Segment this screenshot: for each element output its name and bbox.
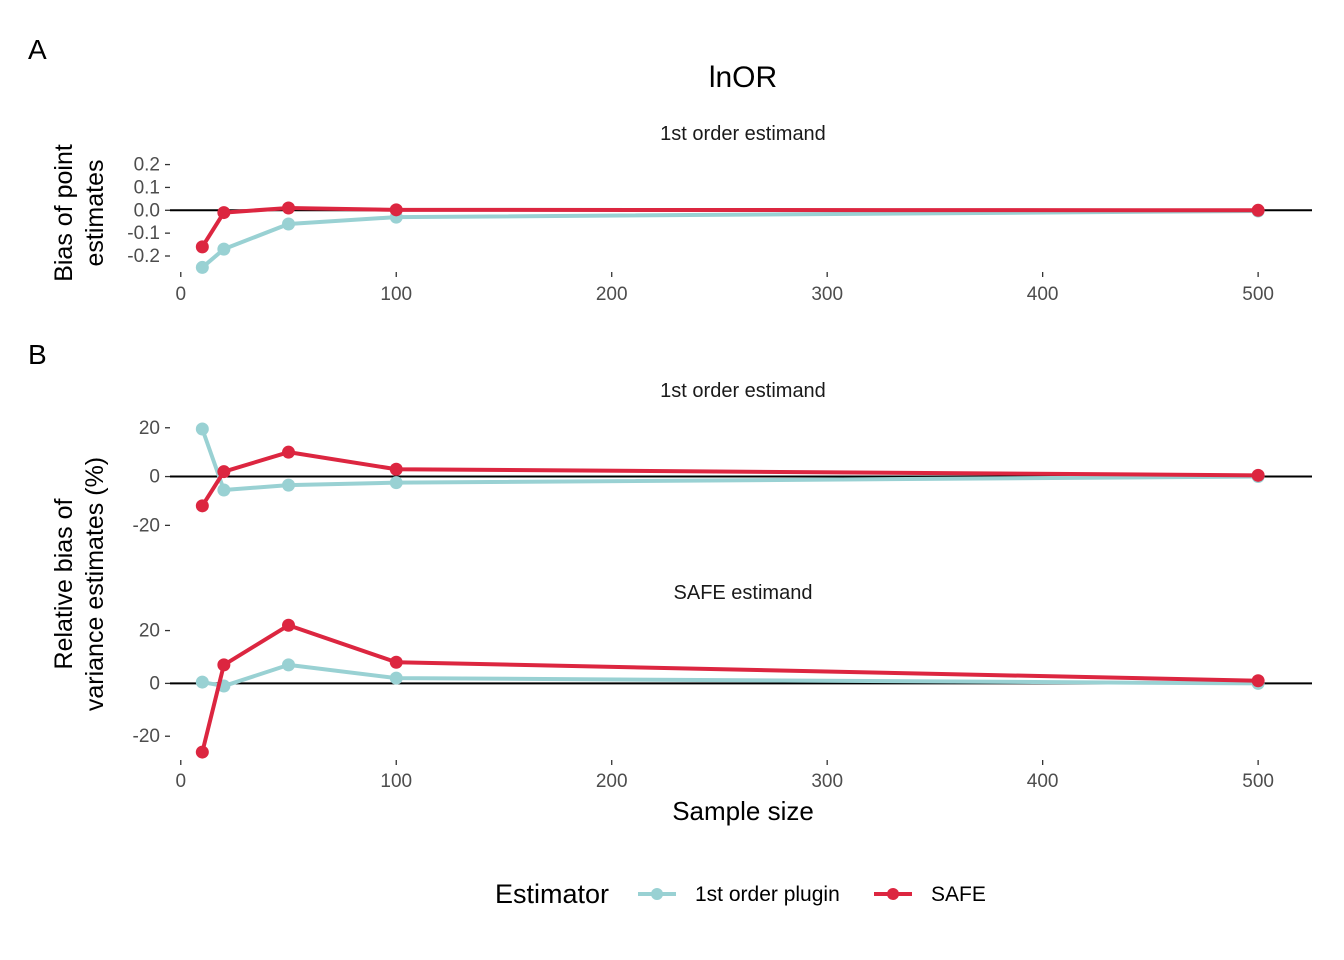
facet-title-b1: 1st order estimand: [660, 380, 826, 402]
data-point-safe: [217, 206, 231, 220]
chart-title: lnOR: [709, 61, 777, 94]
data-point-safe: [1251, 203, 1265, 217]
y-axis-title-b: Relative bias of variance estimates (%): [50, 457, 109, 711]
data-point-safe: [282, 445, 296, 459]
panel-label-a: A: [28, 34, 47, 65]
data-point-safe: [1251, 674, 1265, 688]
x-tick-label: 200: [596, 284, 628, 305]
y-tick-label: 0.0: [134, 200, 160, 221]
facet-title-b2: SAFE estimand: [674, 582, 813, 604]
data-point-safe: [1251, 468, 1265, 482]
y-tick-label: 0: [149, 467, 160, 488]
panel-b-safe-plot: 200-200 100 200 300 400 500: [133, 618, 1312, 792]
x-tick-label: 200: [596, 771, 628, 792]
data-point-plugin: [195, 675, 209, 689]
y-axis-title-b-line1: Relative bias of: [50, 498, 78, 669]
x-tick-label: 500: [1242, 284, 1274, 305]
legend-swatch-safe-dot: [887, 888, 899, 900]
data-point-plugin: [217, 242, 231, 256]
y-tick-label: 20: [139, 621, 160, 642]
y-tick-label: -20: [133, 515, 160, 536]
y-tick-label: -0.1: [127, 223, 160, 244]
panel-b-first-order-plot: 20 0 -20: [133, 418, 1312, 536]
x-axis-title: Sample size: [672, 796, 814, 826]
data-point-safe: [389, 203, 403, 217]
data-point-plugin: [282, 217, 296, 231]
data-point-plugin: [217, 483, 231, 497]
legend-label-plugin: 1st order plugin: [695, 883, 840, 906]
x-tick-label: 0: [175, 771, 186, 792]
x-tick-label: 400: [1027, 284, 1059, 305]
panel-label-b: B: [28, 339, 47, 370]
legend-title: Estimator: [495, 879, 609, 909]
data-point-safe: [282, 201, 296, 215]
y-axis-title-a: Bias of point estimates: [50, 144, 109, 282]
series-line-plugin: [200, 428, 1259, 492]
y-axis-title-b-line2: variance estimates (%): [81, 457, 109, 711]
data-point-plugin: [195, 422, 209, 436]
data-point-plugin: [389, 671, 403, 685]
x-tick-label: 500: [1242, 771, 1274, 792]
x-tick-label: 100: [380, 284, 412, 305]
panel-a-plot: 0.20.10.0-0.1-0.2 0 100 200 300 400 500: [127, 155, 1312, 305]
x-tick-label: 300: [811, 771, 843, 792]
y-tick-label: 0: [149, 673, 160, 694]
y-axis-title-a-line1: Bias of point: [50, 144, 78, 282]
data-point-safe: [195, 745, 209, 759]
facet-title-a: 1st order estimand: [660, 123, 826, 145]
x-tick-label: 400: [1027, 771, 1059, 792]
series-line-plugin: [201, 208, 1259, 269]
x-tick-label: 100: [380, 771, 412, 792]
x-tick-label: 300: [811, 284, 843, 305]
y-tick-label: 0.2: [134, 155, 160, 176]
legend: Estimator 1st order plugin SAFE: [495, 879, 986, 909]
y-axis-title-a-line2: estimates: [81, 160, 109, 267]
data-point-safe: [195, 240, 209, 254]
data-point-plugin: [195, 260, 209, 274]
x-tick-label: 0: [175, 284, 186, 305]
data-point-safe: [217, 658, 231, 672]
data-point-safe: [389, 462, 403, 476]
data-point-plugin: [389, 476, 403, 490]
data-point-plugin: [282, 658, 296, 672]
data-point-safe: [195, 499, 209, 513]
data-point-safe: [389, 655, 403, 669]
legend-swatch-plugin-dot: [651, 888, 663, 900]
data-point-safe: [282, 618, 296, 632]
series-line-safe: [200, 623, 1259, 753]
y-tick-label: -20: [133, 726, 160, 747]
y-tick-label: -0.2: [127, 246, 160, 267]
data-point-plugin: [282, 478, 296, 492]
legend-label-safe: SAFE: [931, 883, 986, 906]
data-point-safe: [217, 465, 231, 479]
y-tick-label: 20: [139, 418, 160, 439]
y-tick-label: 0.1: [134, 177, 160, 198]
